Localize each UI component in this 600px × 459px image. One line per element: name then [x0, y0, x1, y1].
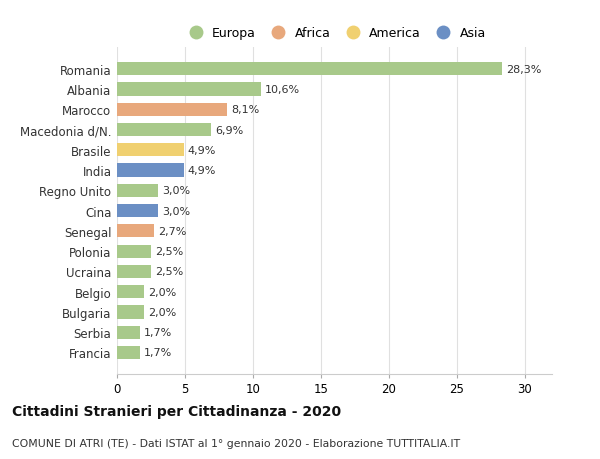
Text: 2,0%: 2,0%	[148, 307, 176, 317]
Text: 1,7%: 1,7%	[144, 348, 172, 358]
Bar	[117, 123, 211, 137]
Bar	[117, 205, 158, 218]
Legend: Europa, Africa, America, Asia: Europa, Africa, America, Asia	[178, 22, 491, 45]
Text: 8,1%: 8,1%	[231, 105, 259, 115]
Bar	[117, 306, 144, 319]
Text: 4,9%: 4,9%	[188, 166, 216, 176]
Text: 2,5%: 2,5%	[155, 246, 184, 257]
Bar	[117, 83, 261, 96]
Text: Cittadini Stranieri per Cittadinanza - 2020: Cittadini Stranieri per Cittadinanza - 2…	[12, 404, 341, 419]
Text: 2,7%: 2,7%	[158, 226, 186, 236]
Bar	[117, 63, 502, 76]
Text: 2,5%: 2,5%	[155, 267, 184, 277]
Bar	[117, 103, 227, 117]
Bar	[117, 225, 154, 238]
Bar	[117, 265, 151, 278]
Bar	[117, 245, 151, 258]
Text: COMUNE DI ATRI (TE) - Dati ISTAT al 1° gennaio 2020 - Elaborazione TUTTITALIA.IT: COMUNE DI ATRI (TE) - Dati ISTAT al 1° g…	[12, 438, 460, 448]
Bar	[117, 346, 140, 359]
Bar	[117, 164, 184, 177]
Text: 10,6%: 10,6%	[265, 85, 300, 95]
Bar	[117, 185, 158, 197]
Text: 3,0%: 3,0%	[162, 186, 190, 196]
Bar	[117, 285, 144, 299]
Text: 4,9%: 4,9%	[188, 146, 216, 156]
Text: 1,7%: 1,7%	[144, 327, 172, 337]
Text: 3,0%: 3,0%	[162, 206, 190, 216]
Text: 28,3%: 28,3%	[506, 65, 541, 74]
Bar	[117, 144, 184, 157]
Bar	[117, 326, 140, 339]
Text: 6,9%: 6,9%	[215, 125, 243, 135]
Text: 2,0%: 2,0%	[148, 287, 176, 297]
